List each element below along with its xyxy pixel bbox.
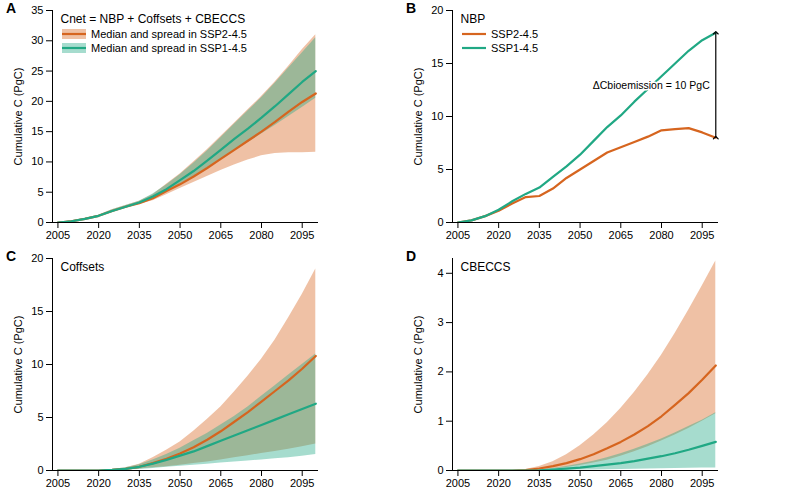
svg-text:2065: 2065 bbox=[609, 229, 633, 241]
svg-text:Cnet = NBP + Coffsets + CBECCS: Cnet = NBP + Coffsets + CBECCS bbox=[61, 12, 246, 26]
svg-text:2020: 2020 bbox=[86, 229, 110, 241]
svg-text:2095: 2095 bbox=[290, 229, 314, 241]
html-text:SSP2-4.5: SSP2-4.5 bbox=[491, 28, 539, 40]
svg-text:2080: 2080 bbox=[249, 477, 273, 489]
html-text:Median and spread in SSP2-4.5: Median and spread in SSP2-4.5 bbox=[91, 28, 247, 40]
svg-text:Cumulative C (PgC): Cumulative C (PgC) bbox=[412, 316, 424, 414]
svg-text:2035: 2035 bbox=[127, 229, 151, 241]
svg-text:5: 5 bbox=[437, 163, 443, 175]
svg-text:15: 15 bbox=[431, 57, 443, 69]
html-text:Median and spread in SSP1-4.5: Median and spread in SSP1-4.5 bbox=[91, 42, 247, 54]
svg-text:2065: 2065 bbox=[209, 477, 233, 489]
svg-text:0: 0 bbox=[37, 464, 43, 476]
svg-text:0: 0 bbox=[437, 216, 443, 228]
svg-text:2005: 2005 bbox=[446, 229, 470, 241]
svg-text:2005: 2005 bbox=[446, 477, 470, 489]
svg-text:30: 30 bbox=[31, 34, 43, 46]
svg-text:2050: 2050 bbox=[168, 229, 192, 241]
svg-text:2095: 2095 bbox=[290, 477, 314, 489]
svg-text:2020: 2020 bbox=[486, 477, 510, 489]
svg-text:10: 10 bbox=[431, 110, 443, 122]
html-text:A: A bbox=[6, 0, 17, 16]
svg-text:20: 20 bbox=[31, 95, 43, 107]
svg-text:NBP: NBP bbox=[461, 12, 486, 26]
svg-text:2035: 2035 bbox=[527, 229, 551, 241]
svg-text:2095: 2095 bbox=[690, 477, 714, 489]
svg-text:CBECCS: CBECCS bbox=[461, 260, 511, 274]
svg-text:2080: 2080 bbox=[249, 229, 273, 241]
svg-text:20: 20 bbox=[31, 252, 43, 264]
svg-text:Cumulative C (PgC): Cumulative C (PgC) bbox=[12, 68, 24, 166]
svg-text:2065: 2065 bbox=[609, 477, 633, 489]
svg-text:2050: 2050 bbox=[168, 477, 192, 489]
svg-text:4: 4 bbox=[437, 267, 443, 279]
svg-text:ΔCbioemission = 10 PgC: ΔCbioemission = 10 PgC bbox=[593, 79, 710, 91]
svg-text:15: 15 bbox=[31, 125, 43, 137]
svg-text:2020: 2020 bbox=[86, 477, 110, 489]
html-text:C: C bbox=[6, 248, 17, 264]
html-text:SSP1-4.5: SSP1-4.5 bbox=[491, 42, 539, 54]
svg-text:2005: 2005 bbox=[46, 229, 70, 241]
svg-text:2035: 2035 bbox=[127, 477, 151, 489]
svg-text:2050: 2050 bbox=[568, 477, 592, 489]
svg-text:Coffsets: Coffsets bbox=[61, 260, 105, 274]
svg-text:15: 15 bbox=[31, 305, 43, 317]
svg-text:1: 1 bbox=[437, 415, 443, 427]
svg-text:2065: 2065 bbox=[209, 229, 233, 241]
svg-text:2005: 2005 bbox=[46, 477, 70, 489]
svg-text:2050: 2050 bbox=[568, 229, 592, 241]
svg-text:3: 3 bbox=[437, 316, 443, 328]
svg-text:0: 0 bbox=[37, 216, 43, 228]
html-text:D: D bbox=[406, 248, 417, 264]
svg-text:Cumulative C (PgC): Cumulative C (PgC) bbox=[12, 316, 24, 414]
svg-text:2035: 2035 bbox=[527, 477, 551, 489]
svg-text:2: 2 bbox=[437, 365, 443, 377]
svg-text:25: 25 bbox=[31, 65, 43, 77]
svg-text:35: 35 bbox=[31, 4, 43, 16]
svg-text:2020: 2020 bbox=[486, 229, 510, 241]
svg-text:10: 10 bbox=[31, 358, 43, 370]
svg-text:2080: 2080 bbox=[649, 477, 673, 489]
svg-text:5: 5 bbox=[37, 186, 43, 198]
svg-text:20: 20 bbox=[431, 4, 443, 16]
html-text:B: B bbox=[406, 0, 417, 16]
svg-text:Cumulative C (PgC): Cumulative C (PgC) bbox=[412, 68, 424, 166]
svg-text:5: 5 bbox=[37, 411, 43, 423]
svg-text:2095: 2095 bbox=[690, 229, 714, 241]
svg-text:10: 10 bbox=[31, 155, 43, 167]
svg-text:2080: 2080 bbox=[649, 229, 673, 241]
svg-text:0: 0 bbox=[437, 464, 443, 476]
